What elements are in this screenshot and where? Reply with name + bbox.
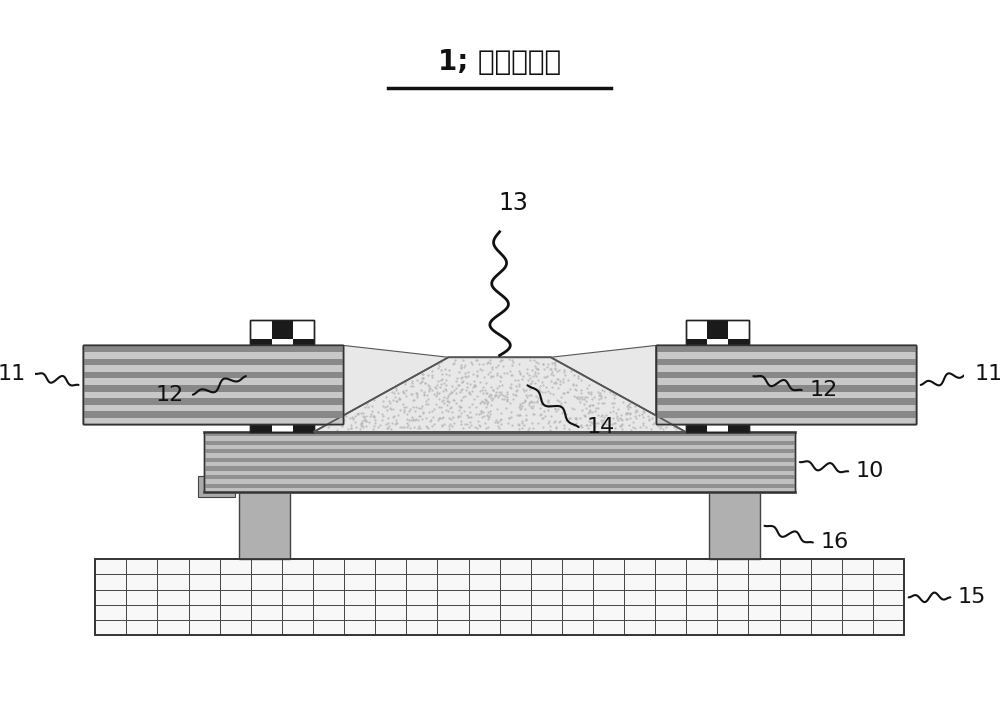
Bar [83, 345, 343, 425]
Bar [686, 320, 749, 432]
Bar [293, 376, 314, 395]
Text: 11: 11 [0, 364, 26, 384]
Bar [204, 484, 795, 488]
Bar [83, 385, 343, 392]
Bar [204, 432, 795, 492]
Text: 15: 15 [958, 588, 986, 607]
Bar [198, 477, 235, 497]
Bar [204, 458, 795, 462]
Bar [204, 449, 795, 453]
Bar [293, 413, 314, 432]
Bar [656, 345, 916, 425]
Bar [250, 376, 272, 395]
Bar [204, 432, 795, 492]
Bar [95, 559, 904, 635]
Bar [272, 395, 293, 413]
Bar [83, 372, 343, 378]
Text: 12: 12 [809, 380, 837, 400]
Bar [656, 345, 916, 352]
Polygon shape [551, 345, 686, 432]
Bar [686, 339, 707, 357]
Bar [250, 320, 314, 432]
Bar [83, 359, 343, 365]
Bar [656, 359, 916, 365]
Bar [686, 320, 749, 432]
Bar [95, 559, 904, 635]
Bar [204, 466, 795, 471]
Text: 11: 11 [975, 364, 1000, 384]
Bar [83, 411, 343, 418]
Bar [656, 398, 916, 404]
Bar [239, 492, 290, 559]
Bar [656, 385, 916, 392]
Bar [656, 372, 916, 378]
Bar [83, 385, 343, 392]
Text: 13: 13 [499, 191, 528, 215]
Bar [83, 345, 343, 352]
Bar [204, 475, 795, 479]
Bar [656, 411, 916, 418]
Bar [686, 376, 707, 395]
Text: 14: 14 [586, 417, 614, 437]
Bar [728, 413, 749, 432]
Bar [728, 339, 749, 357]
Bar [83, 345, 343, 425]
Text: 12: 12 [155, 385, 184, 404]
Bar [707, 357, 728, 376]
Polygon shape [314, 357, 686, 432]
Bar [250, 339, 272, 357]
Bar [728, 376, 749, 395]
Bar [83, 398, 343, 404]
Bar [656, 345, 916, 425]
Polygon shape [314, 345, 448, 432]
Bar [83, 398, 343, 404]
Bar [204, 440, 795, 445]
Bar [656, 345, 916, 425]
Bar [250, 413, 272, 432]
Bar [83, 372, 343, 378]
Bar [707, 395, 728, 413]
Bar [686, 413, 707, 432]
Bar [83, 345, 343, 425]
Bar [293, 339, 314, 357]
Bar [656, 398, 916, 404]
Bar [83, 345, 343, 352]
Bar [83, 359, 343, 365]
Bar [656, 411, 916, 418]
Bar [83, 345, 343, 425]
Text: 1; 电声换能器: 1; 电声换能器 [438, 48, 561, 76]
Bar [656, 359, 916, 365]
Bar [250, 320, 314, 432]
Bar [272, 357, 293, 376]
Bar [204, 432, 795, 436]
Bar [656, 385, 916, 392]
Bar [656, 345, 916, 352]
Text: 16: 16 [820, 533, 849, 552]
Text: 10: 10 [856, 461, 884, 482]
Bar [707, 320, 728, 339]
Bar [656, 345, 916, 425]
Bar [83, 411, 343, 418]
Bar [314, 357, 686, 432]
Bar [656, 372, 916, 378]
Bar [709, 492, 760, 559]
Bar [272, 320, 293, 339]
